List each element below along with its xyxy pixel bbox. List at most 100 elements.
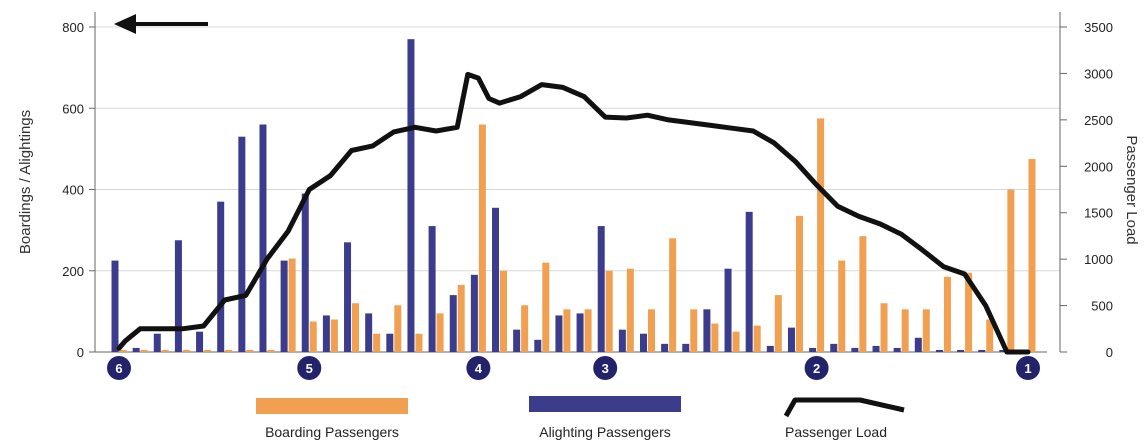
boarding-bar xyxy=(901,309,909,352)
boarding-bar xyxy=(986,319,994,352)
boarding-bar xyxy=(352,303,360,352)
alighting-bar xyxy=(851,347,859,352)
boarding-bar xyxy=(161,349,169,352)
boarding-bar xyxy=(415,333,423,352)
station-label: 6 xyxy=(115,361,122,376)
alighting-bar xyxy=(893,347,901,352)
boarding-bar xyxy=(626,268,634,352)
alighting-bar xyxy=(174,240,182,352)
boarding-bar xyxy=(119,349,127,352)
boarding-bar xyxy=(647,309,655,352)
boarding-bar xyxy=(669,238,677,352)
boarding-bar xyxy=(225,349,233,352)
right-tick-label: 3500 xyxy=(1084,20,1113,35)
right-tick-label: 1000 xyxy=(1084,252,1113,267)
alighting-bar xyxy=(682,343,690,352)
boarding-bar xyxy=(182,349,190,352)
alighting-bar xyxy=(470,274,478,352)
boarding-bar xyxy=(309,321,317,352)
alighting-bar xyxy=(830,343,838,352)
alighting-bar xyxy=(259,124,267,352)
legend: Boarding Passengers Alighting Passengers… xyxy=(256,396,905,440)
boarding-bar xyxy=(478,124,486,352)
boarding-bar xyxy=(457,284,465,352)
alighting-bar xyxy=(787,327,795,352)
alighting-bar xyxy=(428,226,436,352)
boarding-bar xyxy=(605,270,613,352)
right-tick-label: 500 xyxy=(1091,299,1113,314)
boarding-bar xyxy=(838,260,846,352)
station-marker xyxy=(466,356,491,380)
station-marker xyxy=(297,356,322,380)
alighting-bar xyxy=(344,242,352,352)
boarding-bar xyxy=(500,270,508,352)
station-marker xyxy=(107,356,131,380)
left-axis-ticks: 0 200 400 600 800 xyxy=(62,20,95,360)
boarding-bar xyxy=(795,215,803,352)
alighting-bar xyxy=(978,349,986,352)
alighting-bar xyxy=(153,333,161,352)
right-axis-title: Passenger Load xyxy=(1123,135,1140,244)
alighting-bar xyxy=(365,313,373,352)
alighting-bar xyxy=(957,349,965,352)
alighting-bar xyxy=(513,329,521,352)
alighting-bar xyxy=(555,315,563,352)
alighting-bar xyxy=(280,260,288,352)
legend-swatch-boarding xyxy=(256,398,408,414)
alighting-bar xyxy=(576,313,584,352)
alighting-bar xyxy=(766,345,774,352)
boarding-bar xyxy=(394,305,402,352)
legend-swatch-alighting xyxy=(529,396,681,412)
legend-label-boarding: Boarding Passengers xyxy=(265,424,399,440)
boarding-bar xyxy=(965,272,973,352)
right-tick-label: 2500 xyxy=(1084,113,1113,128)
boarding-bar xyxy=(711,323,719,352)
station-markers: 6 5 4 3 2 1 xyxy=(107,356,1040,380)
grid-lines xyxy=(95,26,1060,272)
boarding-bar xyxy=(521,305,529,352)
station-marker xyxy=(1016,356,1040,380)
boarding-bar xyxy=(774,295,782,352)
boarding-bar xyxy=(943,276,951,352)
left-tick-label: 400 xyxy=(62,183,84,198)
alighting-bar xyxy=(999,349,1007,352)
legend-label-load: Passenger Load xyxy=(785,424,887,440)
right-tick-label: 1500 xyxy=(1084,206,1113,221)
alighting-bar xyxy=(661,343,669,352)
legend-swatch-load xyxy=(783,397,905,418)
alighting-bar xyxy=(639,333,647,352)
direction-arrow xyxy=(114,14,208,34)
boarding-bar xyxy=(436,313,444,352)
boarding-bar xyxy=(204,349,212,352)
station-label: 1 xyxy=(1024,361,1031,376)
alighting-bar xyxy=(914,337,922,352)
alighting-bar xyxy=(618,329,626,352)
alighting-bar xyxy=(132,347,140,352)
boarding-bar xyxy=(140,349,148,352)
boarding-bar xyxy=(817,118,825,352)
boarding-bar xyxy=(753,325,761,352)
alighting-bar xyxy=(322,315,330,352)
left-tick-label: 200 xyxy=(62,264,84,279)
alighting-bar xyxy=(217,201,225,352)
right-tick-label: 0 xyxy=(1106,345,1113,360)
boarding-bar xyxy=(732,331,740,352)
alighting-bar xyxy=(703,309,711,352)
alighting-bar xyxy=(809,347,817,352)
alighting-bar xyxy=(724,268,732,352)
right-tick-label: 3000 xyxy=(1084,66,1113,81)
boarding-bar xyxy=(563,309,571,352)
boarding-bar xyxy=(330,319,338,352)
boarding-bar xyxy=(246,349,254,352)
alighting-bar xyxy=(872,345,880,352)
boarding-bar xyxy=(373,333,381,352)
boarding-bar xyxy=(922,309,930,352)
station-label: 5 xyxy=(306,361,313,376)
boarding-bar xyxy=(542,262,550,352)
station-label: 2 xyxy=(813,361,820,376)
boarding-bar xyxy=(690,309,698,352)
right-tick-label: 2000 xyxy=(1084,159,1113,174)
alighting-bar xyxy=(597,226,605,352)
boarding-bar xyxy=(1028,159,1036,352)
